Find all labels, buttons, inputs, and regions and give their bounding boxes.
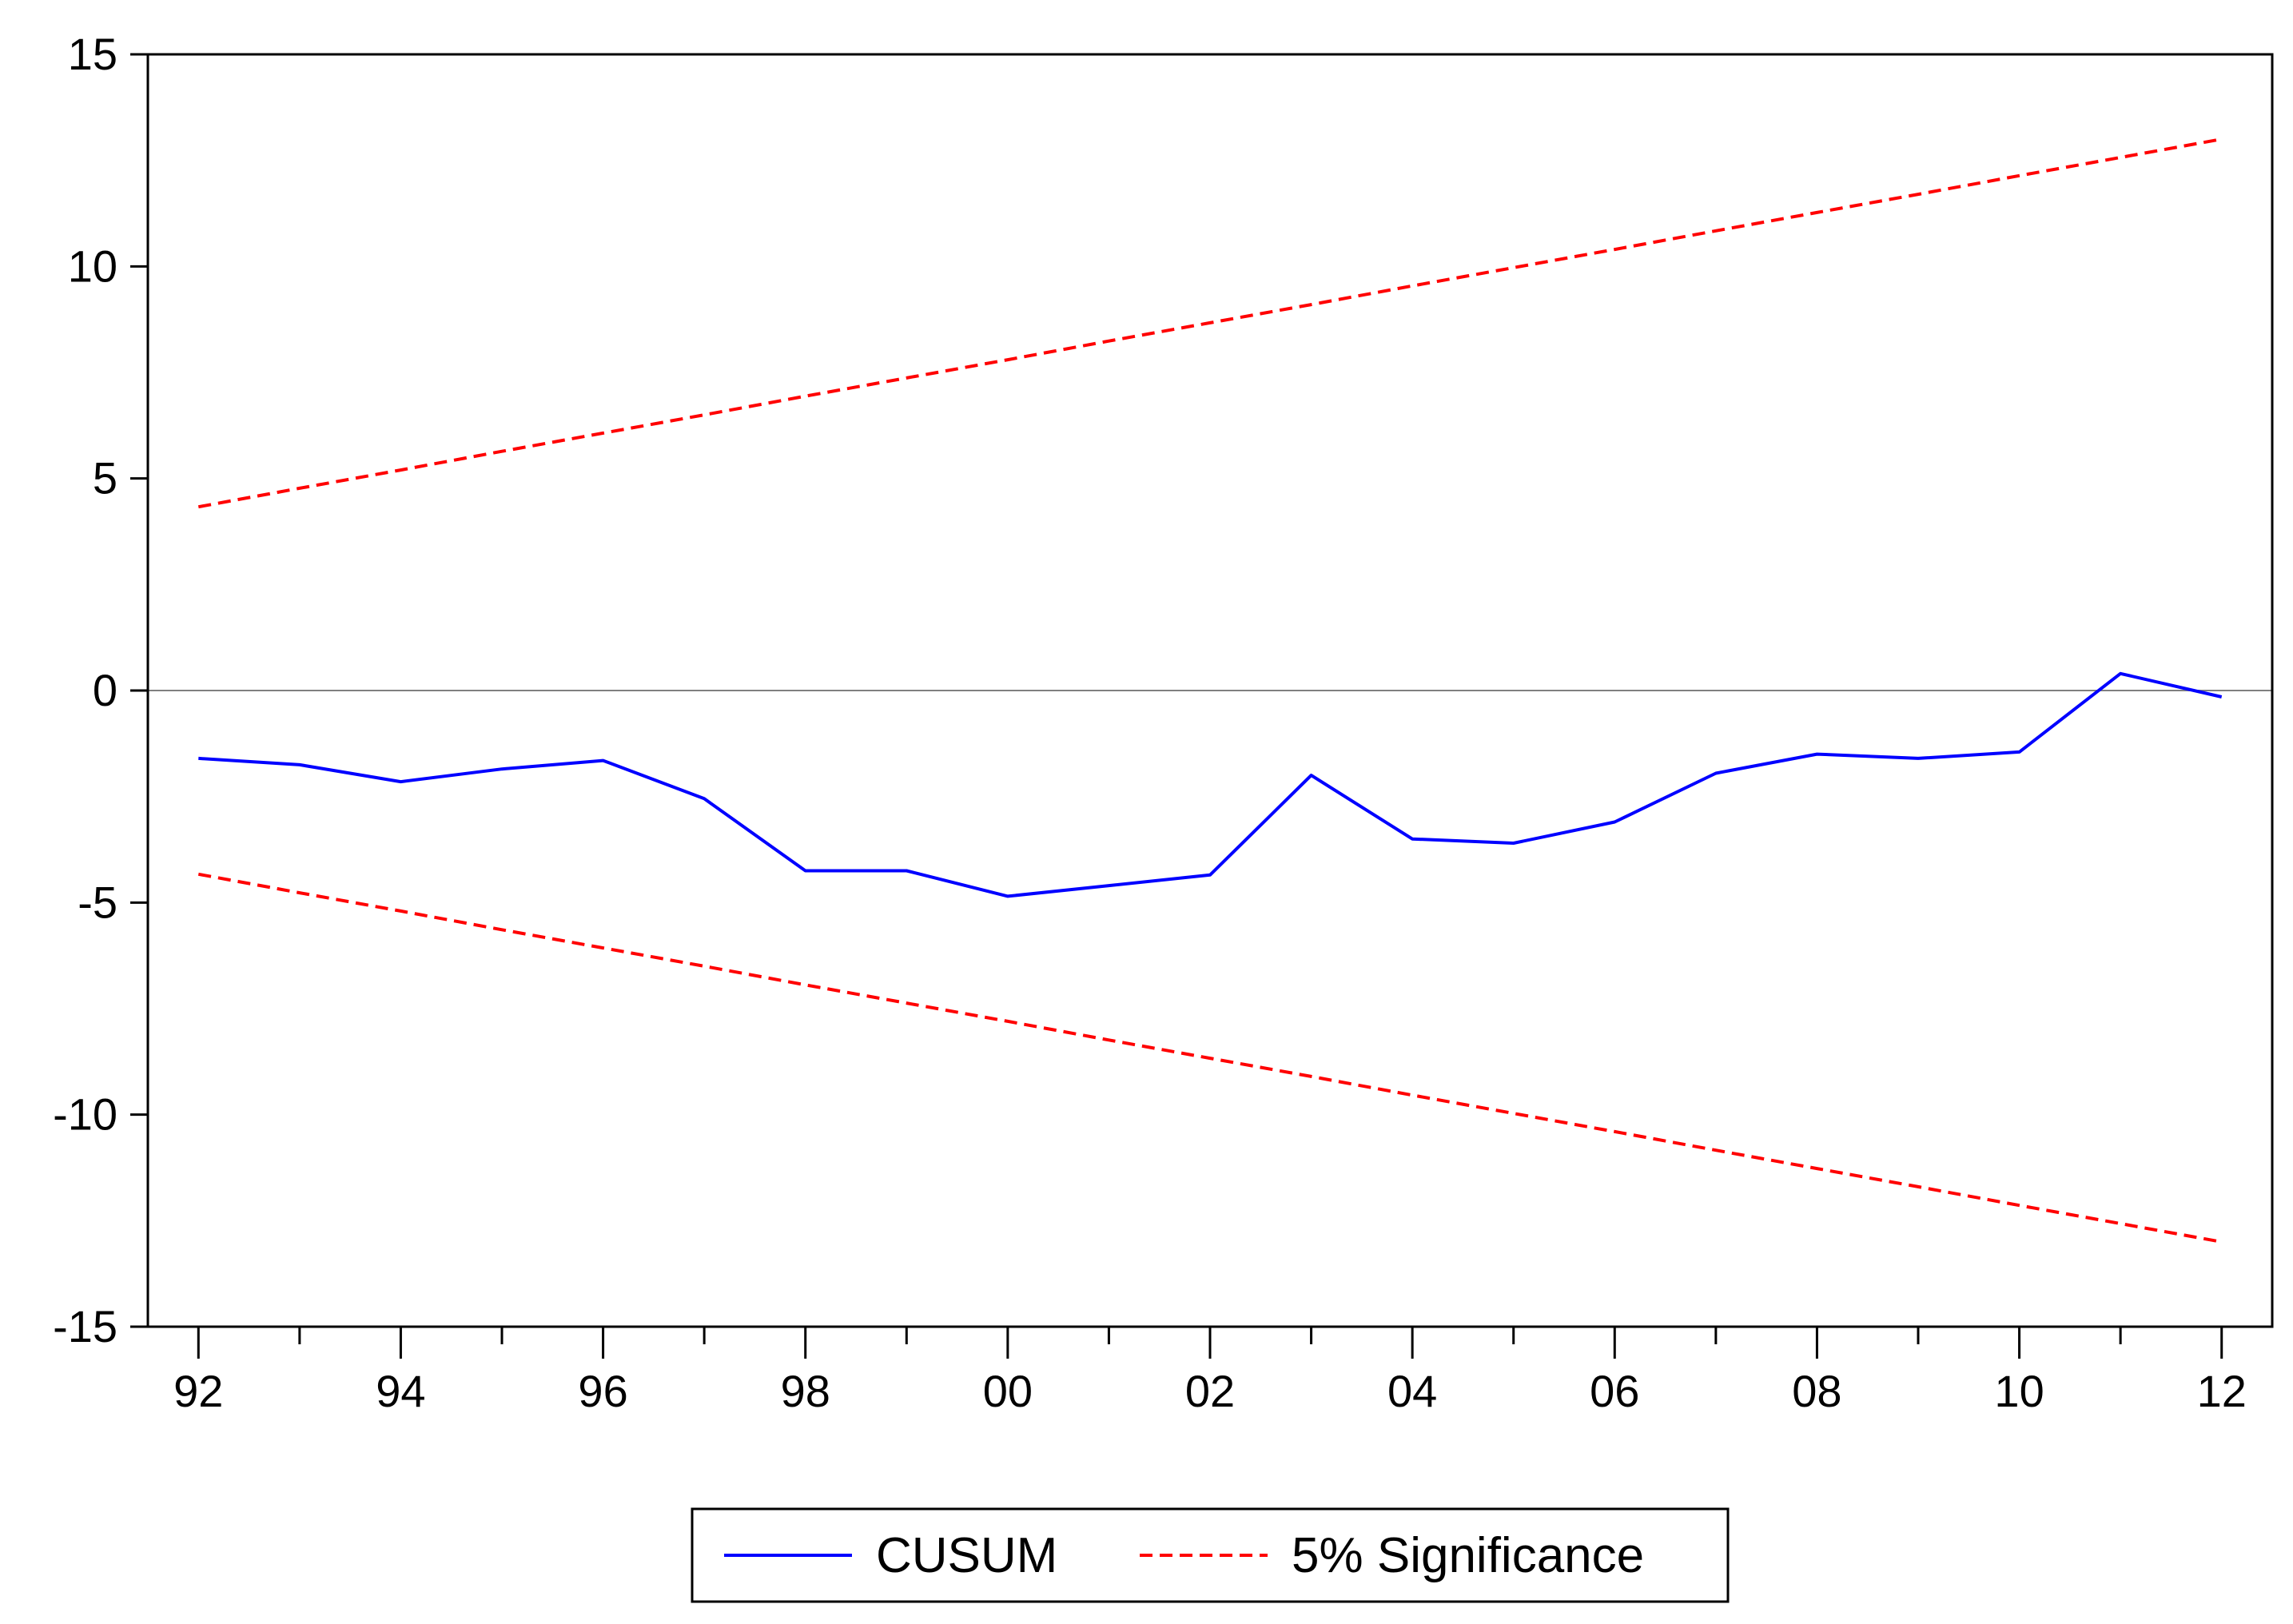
x-tick-label: 92	[173, 1366, 223, 1416]
y-axis: 15 10 5 0 -5 -10 -15	[53, 29, 148, 1351]
x-tick-label: 94	[376, 1366, 425, 1416]
y-tick-label: 5	[93, 453, 117, 504]
y-tick-label: -10	[53, 1089, 117, 1140]
significance-bound-line-2	[197, 872, 2223, 1244]
x-tick-label: 04	[1387, 1366, 1437, 1416]
y-tick-label: -15	[53, 1301, 117, 1351]
x-tick-label: 02	[1185, 1366, 1235, 1416]
x-tick-label: 08	[1792, 1366, 1841, 1416]
x-tick-label: 00	[983, 1366, 1033, 1416]
x-tick-label: 12	[2197, 1366, 2247, 1416]
series-layer	[197, 137, 2223, 1244]
5-significance-line-1	[197, 137, 2223, 509]
x-tick-label: 10	[1994, 1366, 2044, 1416]
legend-label: CUSUM	[876, 1528, 1057, 1583]
x-tick-label: 06	[1590, 1366, 1639, 1416]
y-tick-label: -5	[78, 877, 117, 927]
x-tick-label: 96	[578, 1366, 627, 1416]
y-tick-label: 15	[68, 29, 117, 79]
y-tick-label: 10	[68, 241, 117, 291]
x-axis: 92 94 96 98 00 02 04 06 08 10 12	[173, 1327, 2247, 1416]
y-tick-label: 0	[93, 665, 117, 715]
legend: CUSUM 5% Significance	[691, 1507, 1730, 1603]
cusum-line-0	[198, 671, 2223, 898]
x-tick-label: 98	[781, 1366, 830, 1416]
legend-label: 5% Significance	[1292, 1528, 1644, 1583]
